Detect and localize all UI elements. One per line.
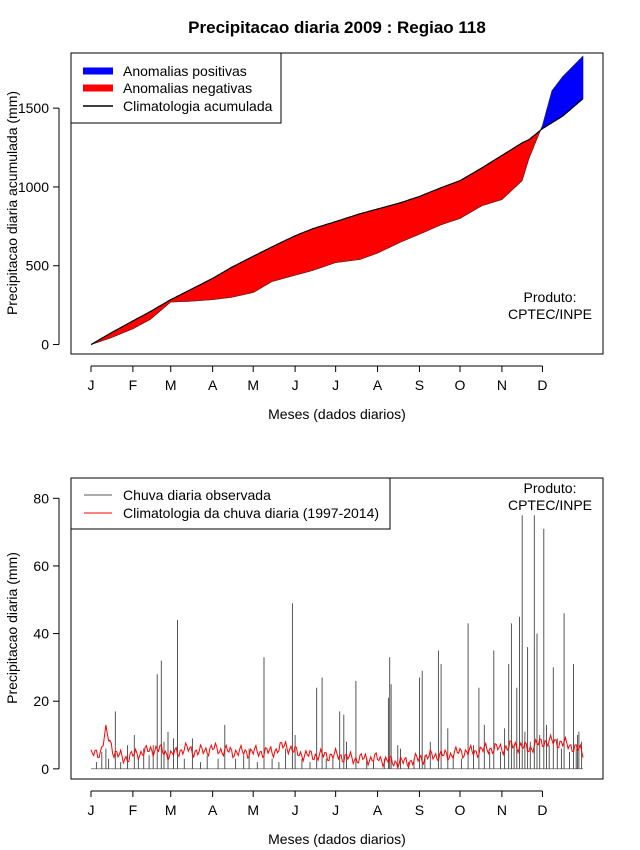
legend-box [70,477,391,530]
x-tick-label: M [247,802,259,818]
legend-label-negative: Anomalias negativas [123,80,252,96]
legend-label-observed: Chuva diaria observada [123,487,271,503]
x-tick-label: A [373,377,383,393]
observed-cumulative-outline [90,55,584,345]
y-tick-label: 500 [26,258,50,274]
y-tick-label: 20 [33,693,49,709]
x-tick-label: N [497,377,507,393]
legend: Chuva diaria observada Climatologia da c… [70,477,391,530]
x-tick-label: M [165,802,177,818]
x-tick-label: J [332,802,339,818]
x-tick-label: O [455,377,466,393]
x-tick-label: D [537,802,547,818]
observed-daily-rain-spikes [91,515,583,770]
product-label-line1: Produto: [524,480,577,496]
daily-precipitation-panel: 0 20 40 60 80 J F M A M J J A S O N D Precipitacao diar… [4,477,604,847]
x-tick-label: O [455,802,466,818]
plot-frame [70,52,604,355]
x-tick-label: N [497,802,507,818]
legend-label-climatology: Climatologia acumulada [123,98,273,114]
y-axis-label: Precipitacao diaria (mm) [4,552,20,704]
product-label-line2: CPTEC/INPE [508,306,592,322]
x-tick-label: M [247,377,259,393]
product-label-line1: Produto: [524,289,577,305]
daily-climatology-line [90,724,584,770]
y-axis: 0 500 1000 1500 [18,100,60,353]
y-axis-label: Precipitacao diaria acumulada (mm) [4,91,20,315]
cumulative-precipitation-panel: 0 500 1000 1500 J F M A M J J A S O N D Precipitacao d… [4,52,604,422]
x-tick-label: J [88,377,95,393]
x-tick-label: J [332,377,339,393]
chart-title: Precipitacao diaria 2009 : Regiao 118 [188,18,486,37]
product-label-line2: CPTEC/INPE [508,497,592,513]
x-axis-label: Meses (dados diarios) [268,406,406,422]
x-tick-label: A [208,377,218,393]
x-tick-label: S [415,377,424,393]
y-tick-label: 60 [33,558,49,574]
y-axis: 0 20 40 60 80 [33,490,60,777]
x-tick-label: J [88,802,95,818]
y-tick-label: 0 [41,337,49,353]
y-tick-label: 0 [41,761,49,777]
anomaly-fill-layer [90,55,584,345]
legend: Anomalias positivas Anomalias negativas … [70,52,282,124]
x-axis-label: Meses (dados diarios) [268,831,406,847]
y-tick-label: 1500 [18,100,49,116]
positive-anomaly-segment [581,55,584,101]
x-tick-label: D [537,377,547,393]
y-tick-label: 1000 [18,179,49,195]
x-tick-label: J [292,377,299,393]
x-tick-label: A [208,802,218,818]
legend-label-positive: Anomalias positivas [123,63,247,79]
climatology-cumulative-line [90,98,584,346]
x-tick-label: M [165,377,177,393]
x-tick-label: S [415,802,424,818]
x-tick-label: F [129,802,138,818]
y-tick-label: 80 [33,490,49,506]
x-tick-label: F [129,377,138,393]
legend-label-climatology: Climatologia da chuva diaria (1997-2014) [123,505,379,521]
y-tick-label: 40 [33,626,49,642]
legend-box [70,52,282,124]
x-tick-label: J [292,802,299,818]
x-tick-label: A [373,802,383,818]
